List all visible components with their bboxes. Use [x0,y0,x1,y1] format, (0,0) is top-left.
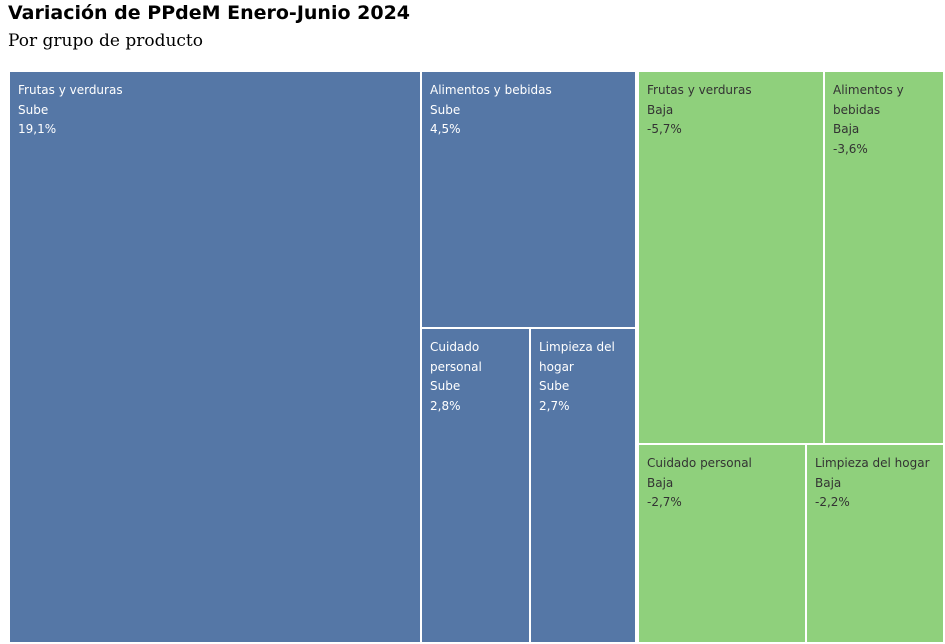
tile-direction-label: Sube [430,379,461,393]
tile-direction-label: Sube [18,102,49,117]
treemap-tile-sube-3[interactable]: Cuidado personal Sube 2,8% [422,329,529,642]
tile-product-label: Frutas y verduras [18,83,123,97]
tile-product-label: Limpieza del hogar [539,340,615,374]
chart-title: Variación de PPdeM Enero-Junio 2024 [8,2,411,24]
tile-direction-label: Sube [539,379,570,393]
tile-value-label: -3,6% [833,141,868,156]
treemap-tile-sube-1[interactable]: Frutas y verduras Sube 19,1% [10,72,420,642]
tile-direction-label: Baja [647,102,674,117]
treemap-tile-baja-2[interactable]: Alimentos y bebidas Baja -3,6% [825,72,943,443]
tile-value-label: 4,5% [430,122,461,136]
tile-value-label: 2,7% [539,398,570,413]
treemap-tile-sube-4[interactable]: Limpieza del hogar Sube 2,7% [531,329,635,642]
tile-product-label: Cuidado personal [647,456,752,470]
treemap-tile-sube-2[interactable]: Alimentos y bebidas Sube 4,5% [422,72,635,327]
tile-product-label: Limpieza del hogar [815,456,930,470]
tile-direction-label: Baja [647,475,674,490]
tile-direction-label: Baja [833,122,860,136]
tile-value-label: -2,7% [647,495,682,509]
treemap-tile-baja-3[interactable]: Cuidado personal Baja -2,7% [639,445,805,642]
tile-product-label: Alimentos y bebidas [430,83,552,97]
tile-product-label: Alimentos y bebidas [833,83,904,117]
tile-value-label: 19,1% [18,122,57,136]
tile-product-label: Cuidado personal [430,340,482,374]
chart-subtitle: Por grupo de producto [8,31,204,51]
tile-direction-label: Sube [430,102,461,117]
treemap-tile-baja-1[interactable]: Frutas y verduras Baja -5,7% [639,72,823,443]
tile-value-label: -5,7% [647,122,682,136]
tile-value-label: 2,8% [430,398,461,413]
treemap-tile-baja-4[interactable]: Limpieza del hogar Baja -2,2% [807,445,943,642]
tile-direction-label: Baja [815,475,842,490]
tile-value-label: -2,2% [815,495,850,509]
tile-product-label: Frutas y verduras [647,83,752,97]
